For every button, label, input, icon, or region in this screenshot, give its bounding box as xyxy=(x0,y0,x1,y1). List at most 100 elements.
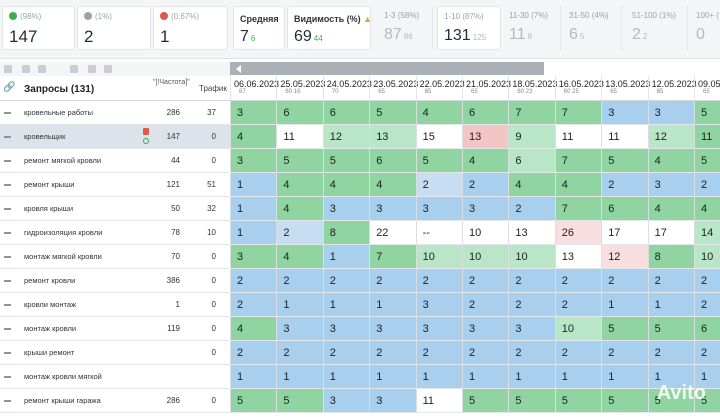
position-cell[interactable]: 4 xyxy=(694,197,720,220)
date-column-header[interactable]: 12.05.2023 65 xyxy=(647,76,697,100)
position-cell[interactable]: 6 xyxy=(462,101,509,124)
position-cell[interactable]: 2 xyxy=(647,269,694,292)
position-cell[interactable]: 26 xyxy=(554,221,602,244)
position-cell[interactable]: 11 xyxy=(694,125,720,148)
position-cell[interactable]: 9 xyxy=(508,125,555,148)
position-cell[interactable]: 10 xyxy=(508,245,555,268)
visibility-card[interactable]: Видимость (%) ▲ 69 44 xyxy=(287,6,372,50)
date-column-header[interactable]: 09.05.265 xyxy=(694,76,720,100)
position-cell[interactable]: 3 xyxy=(369,317,416,340)
position-cell[interactable]: 1 xyxy=(647,293,694,316)
table-row[interactable]: ремонт кровли 386 0 2 2 2 2 2 2 2 2 2 2 2 xyxy=(0,269,720,293)
position-cell[interactable]: 2 xyxy=(230,269,277,292)
range-100-plus[interactable]: 100+ ( 0 xyxy=(696,11,719,43)
table-row[interactable]: ремонт мягкой кровли 44 0 3 5 5 6 5 4 6 7 5 4 5 xyxy=(0,149,720,173)
delete-icon[interactable] xyxy=(143,128,149,135)
position-cell[interactable]: 1 xyxy=(230,197,277,220)
settings-icon[interactable] xyxy=(38,65,46,73)
position-cell[interactable]: 11 xyxy=(554,125,602,148)
position-cell[interactable]: 13 xyxy=(462,125,509,148)
position-cell[interactable]: 1 xyxy=(554,365,602,388)
position-cell[interactable]: 12 xyxy=(647,125,694,148)
row-collapse-icon[interactable] xyxy=(4,400,11,402)
query-text[interactable]: кровля крыши xyxy=(24,204,74,213)
position-cell[interactable]: 2 xyxy=(554,341,602,364)
position-cell[interactable]: 3 xyxy=(415,197,462,220)
position-cell[interactable]: 5 xyxy=(694,389,720,412)
row-collapse-icon[interactable] xyxy=(4,232,11,234)
position-cell[interactable]: 8 xyxy=(322,221,370,244)
date-column-header[interactable]: 13.05.2023 65 xyxy=(601,76,650,100)
date-column-header[interactable]: 22.05.2023 65 xyxy=(415,76,465,100)
table-row[interactable]: гидроизоляция кровли 78 10 1 2 8 22 -- 10 13 26 17 1… xyxy=(0,221,720,245)
position-cell[interactable]: 2 xyxy=(601,173,648,196)
position-cell[interactable]: 4 xyxy=(276,197,323,220)
range-1-10[interactable]: 1-10 (87%) 131 125 xyxy=(437,6,501,50)
position-cell[interactable]: 5 xyxy=(554,389,602,412)
summary-card-down[interactable]: (0.67%) 1 xyxy=(153,6,228,50)
position-cell[interactable]: 1 xyxy=(276,365,323,388)
position-cell[interactable]: 5 xyxy=(415,149,462,172)
position-cell[interactable]: 3 xyxy=(462,197,509,220)
table-row[interactable]: монтаж мягкой кровли 70 0 3 4 1 7 10 10 10 13 12 8 10 xyxy=(0,245,720,269)
query-text[interactable]: кровельные работы xyxy=(24,108,93,117)
date-column-header[interactable]: 25.05.2023 60 16 xyxy=(276,76,325,100)
position-cell[interactable]: 4 xyxy=(322,173,370,196)
position-cell[interactable]: 14 xyxy=(694,221,720,244)
position-cell[interactable]: 2 xyxy=(462,293,509,316)
position-cell[interactable]: 2 xyxy=(694,341,720,364)
position-cell[interactable]: 2 xyxy=(462,269,509,292)
range-11-30[interactable]: 11-30 (7%) 11 8 xyxy=(503,6,561,50)
position-cell[interactable]: 2 xyxy=(415,269,462,292)
position-cell[interactable]: 3 xyxy=(601,101,648,124)
table-row[interactable]: монтаж кровли мягкой 1 1 1 1 1 1 1 1 1 1 1 xyxy=(0,365,720,389)
position-cell[interactable]: 2 xyxy=(462,173,509,196)
position-cell[interactable]: 1 xyxy=(601,293,648,316)
position-cell[interactable]: 17 xyxy=(601,221,648,244)
query-text[interactable]: кровли монтаж xyxy=(24,300,77,309)
row-collapse-icon[interactable] xyxy=(4,184,11,186)
chart-icon[interactable] xyxy=(88,65,96,73)
date-column-header[interactable]: 16.05.2023 60 25 xyxy=(554,76,604,100)
traffic-header[interactable]: Трафик xyxy=(199,84,227,93)
position-cell[interactable]: 5 xyxy=(230,389,277,412)
row-collapse-icon[interactable] xyxy=(4,280,11,282)
frequency-header[interactable]: "[!Частота]" xyxy=(153,79,190,86)
position-cell[interactable]: 1 xyxy=(230,221,277,244)
position-cell[interactable]: 4 xyxy=(647,197,694,220)
position-cell[interactable]: 1 xyxy=(230,173,277,196)
position-cell[interactable]: 4 xyxy=(415,101,462,124)
query-text[interactable]: монтаж кровли мягкой xyxy=(24,372,102,381)
position-cell[interactable]: 1 xyxy=(230,365,277,388)
position-cell[interactable]: 3 xyxy=(462,317,509,340)
row-collapse-icon[interactable] xyxy=(4,328,11,330)
position-cell[interactable]: 3 xyxy=(369,197,416,220)
position-cell[interactable]: 12 xyxy=(601,245,648,268)
position-cell[interactable]: 4 xyxy=(508,173,555,196)
query-text[interactable]: ремонт крыши гаража xyxy=(24,396,101,405)
position-cell[interactable]: 5 xyxy=(276,389,323,412)
position-cell[interactable]: 5 xyxy=(694,101,720,124)
position-cell[interactable]: 3 xyxy=(508,317,555,340)
position-cell[interactable]: 2 xyxy=(508,197,555,220)
position-cell[interactable]: 1 xyxy=(647,365,694,388)
table-row[interactable]: ремонт крыши 121 51 1 4 4 4 2 2 4 4 2 3 2 xyxy=(0,173,720,197)
query-text[interactable]: крыши ремонт xyxy=(24,348,75,357)
position-cell[interactable]: 22 xyxy=(369,221,416,244)
row-collapse-icon[interactable] xyxy=(4,376,11,378)
position-cell[interactable]: 10 xyxy=(462,221,509,244)
filter-icon[interactable] xyxy=(22,65,30,73)
row-collapse-icon[interactable] xyxy=(4,352,11,354)
position-cell[interactable]: 2 xyxy=(462,341,509,364)
position-cell[interactable]: 3 xyxy=(647,173,694,196)
position-cell[interactable]: 5 xyxy=(322,149,370,172)
position-cell[interactable]: 3 xyxy=(322,317,370,340)
position-cell[interactable]: 5 xyxy=(462,389,509,412)
query-text[interactable]: ремонт мягкой кровли xyxy=(24,156,102,165)
date-column-header[interactable]: 23.05.2023 65 xyxy=(369,76,418,100)
position-cell[interactable]: 12 xyxy=(322,125,370,148)
position-cell[interactable]: 6 xyxy=(508,149,555,172)
row-collapse-icon[interactable] xyxy=(4,160,11,162)
export-icon[interactable] xyxy=(70,65,78,73)
